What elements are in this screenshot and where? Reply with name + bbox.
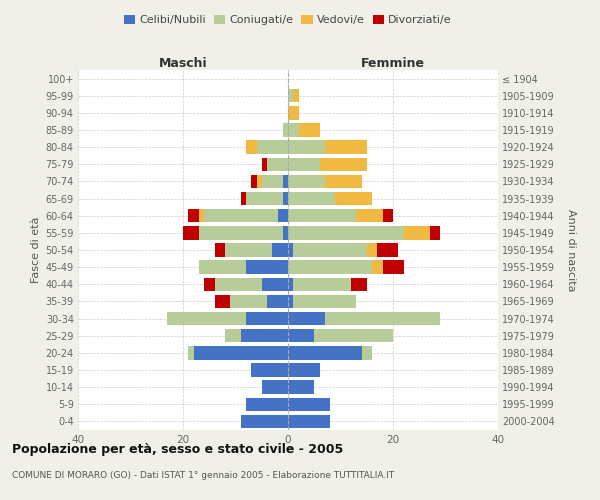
Bar [293,89,299,102]
Bar [204,278,215,291]
Bar [199,260,246,274]
Legend: Celibi/Nubili, Coniugati/e, Vedovi/e, Divorziati/e: Celibi/Nubili, Coniugati/e, Vedovi/e, Di… [120,10,456,30]
Bar [299,124,320,136]
Bar [288,398,330,411]
Bar [377,244,398,256]
Bar [288,364,320,376]
Bar [288,140,325,154]
Bar [288,312,325,326]
Bar [288,244,293,256]
Bar [188,346,193,360]
Bar [383,209,393,222]
Bar [293,244,367,256]
Bar [246,312,288,326]
Bar [288,346,361,360]
Text: COMUNE DI MORARO (GO) - Dati ISTAT 1° gennaio 2005 - Elaborazione TUTTITALIA.IT: COMUNE DI MORARO (GO) - Dati ISTAT 1° ge… [12,470,394,480]
Bar [230,294,267,308]
Bar [283,192,288,205]
Bar [262,174,283,188]
Bar [288,380,314,394]
Bar [351,278,367,291]
Bar [267,294,288,308]
Bar [283,174,288,188]
Text: Maschi: Maschi [158,57,208,70]
Bar [288,124,299,136]
Bar [246,260,288,274]
Bar [199,226,283,239]
Bar [246,192,283,205]
Bar [367,244,377,256]
Bar [241,192,246,205]
Bar [215,294,230,308]
Bar [293,278,351,291]
Bar [183,226,199,239]
Bar [404,226,430,239]
Bar [288,174,325,188]
Bar [288,106,299,120]
Bar [430,226,440,239]
Bar [314,329,393,342]
Text: Femmine: Femmine [361,57,425,70]
Bar [325,140,367,154]
Bar [272,244,288,256]
Bar [325,174,361,188]
Y-axis label: Fasce di età: Fasce di età [31,217,41,283]
Bar [167,312,246,326]
Bar [288,158,320,171]
Bar [188,209,199,222]
Bar [288,226,404,239]
Bar [257,174,262,188]
Bar [246,398,288,411]
Bar [251,174,257,188]
Bar [288,329,314,342]
Bar [251,364,288,376]
Bar [277,209,288,222]
Bar [356,209,383,222]
Bar [361,346,372,360]
Bar [320,158,367,171]
Bar [288,294,293,308]
Bar [262,278,288,291]
Bar [199,209,204,222]
Bar [215,278,262,291]
Bar [193,346,288,360]
Bar [225,329,241,342]
Bar [241,414,288,428]
Bar [288,278,293,291]
Bar [283,124,288,136]
Bar [325,312,440,326]
Text: Popolazione per età, sesso e stato civile - 2005: Popolazione per età, sesso e stato civil… [12,442,343,456]
Bar [288,209,356,222]
Bar [288,89,293,102]
Bar [283,226,288,239]
Bar [267,158,288,171]
Bar [288,414,330,428]
Bar [383,260,404,274]
Bar [215,244,225,256]
Bar [241,329,288,342]
Bar [262,158,267,171]
Bar [262,380,288,394]
Bar [225,244,272,256]
Bar [288,192,335,205]
Bar [257,140,288,154]
Bar [372,260,383,274]
Bar [293,294,356,308]
Bar [335,192,372,205]
Y-axis label: Anni di nascita: Anni di nascita [566,209,576,291]
Bar [288,260,372,274]
Bar [246,140,257,154]
Bar [204,209,277,222]
